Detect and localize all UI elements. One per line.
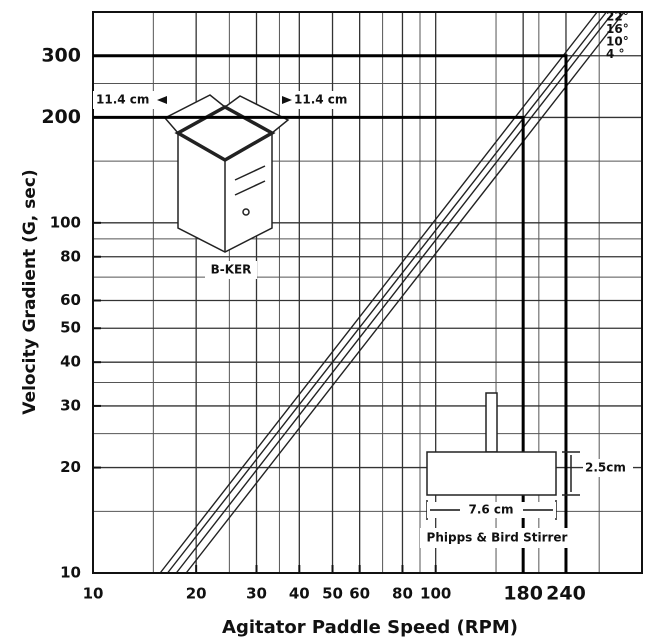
dimension-label: 11.4 cm: [96, 93, 149, 107]
y-tick-label: 40: [60, 353, 81, 371]
x-tick-label: 20: [186, 585, 207, 603]
arrowheads: [157, 96, 292, 104]
y-tick-label: 10: [60, 564, 81, 582]
x-axis-label: Agitator Paddle Speed (RPM): [222, 617, 518, 638]
x-tick-label: 40: [289, 585, 310, 603]
y-tick-label: 50: [60, 319, 81, 337]
stirrer-label: Phipps & Bird Stirrer: [427, 531, 568, 545]
series-line: [175, 11, 614, 574]
dimension-label: 2.5cm: [585, 461, 626, 475]
legend-label: 16°: [606, 22, 629, 36]
label-bg: [427, 502, 556, 518]
label-bg: [93, 91, 161, 109]
y-tick-label: 100: [50, 213, 81, 231]
legend-label: 10°: [606, 35, 629, 49]
label-bg: [583, 459, 633, 477]
y-tick-label: 200: [41, 106, 81, 128]
y-tick-label: 20: [60, 458, 81, 476]
lines: [159, 11, 625, 574]
x-tick-label: 60: [349, 585, 370, 603]
y-tick-label: 80: [60, 247, 81, 265]
stirrer-drawing: [426, 392, 580, 520]
series-line: [185, 11, 625, 574]
y-tick-label: 300: [41, 44, 81, 66]
x-tick-label: 100: [420, 585, 451, 603]
series-line: [166, 11, 607, 574]
x-tick-label: 30: [246, 585, 267, 603]
x-tick-label: 180: [503, 583, 543, 605]
beaker-drawing: [163, 94, 290, 253]
x-tick-label: 80: [392, 585, 413, 603]
x-tick-label: 50: [322, 585, 343, 603]
label-bg: [205, 261, 257, 279]
y-tick-label: 30: [60, 396, 81, 414]
x-tick-label: 10: [83, 585, 104, 603]
legend-label: 4 °: [606, 47, 625, 61]
grid: [92, 12, 642, 574]
legend-label: 22°: [606, 10, 629, 24]
x-tick-label: 240: [546, 583, 586, 605]
series-line: [159, 11, 598, 574]
plot-frame: [92, 11, 643, 574]
dimension-label: 11.4 cm: [294, 93, 347, 107]
reference-line: [93, 115, 525, 573]
dimension-label: 7.6 cm: [468, 503, 513, 517]
label-bg: [280, 91, 358, 109]
beaker-label: B-KER: [211, 263, 252, 277]
y-axis-label: Velocity Gradient (G, sec): [20, 169, 40, 414]
label-bg: [420, 528, 575, 548]
y-tick-label: 60: [60, 291, 81, 309]
reference-line: [93, 54, 568, 573]
